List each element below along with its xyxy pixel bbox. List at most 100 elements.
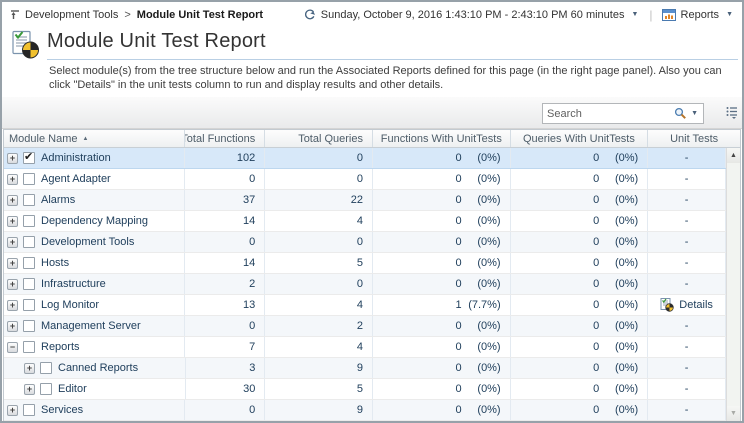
expand-button[interactable]: + [7, 404, 18, 416]
total-queries-cell: 5 [265, 253, 373, 273]
unittest-percent: (0%) [614, 320, 639, 332]
column-header-queries-with-unittests[interactable]: Queries With UnitTests [511, 130, 649, 147]
row-checkbox[interactable] [23, 341, 35, 353]
table-row-infrastructure[interactable]: + Infrastructure 2 0 0 (0%) 0 (0%) - [4, 274, 726, 295]
search-input[interactable] [543, 107, 675, 120]
sort-ascending-icon: ▲ [82, 135, 89, 142]
expand-button[interactable]: + [7, 236, 18, 248]
module-name-label: Reports [41, 341, 80, 353]
table-row-canned-reports[interactable]: + Canned Reports 3 9 0 (0%) 0 (0%) - [4, 358, 727, 379]
column-header-module-name[interactable]: Module Name ▲ [4, 130, 186, 147]
expand-button[interactable]: + [7, 215, 18, 227]
total-queries-cell: 0 [265, 148, 373, 168]
module-name-label: Services [41, 404, 84, 416]
unit-tests-cell: - [648, 316, 726, 336]
table-row-services[interactable]: + Services 0 9 0 (0%) 0 (0%) - [4, 400, 726, 421]
column-header-total-queries[interactable]: Total Queries [265, 130, 373, 147]
expand-button[interactable]: + [7, 173, 18, 185]
expand-button[interactable]: + [7, 320, 18, 332]
unittest-percent: (0%) [477, 320, 501, 332]
vertical-scrollbar[interactable]: ▲ ▼ [726, 148, 740, 421]
module-name-label: Dependency Mapping [41, 215, 149, 227]
table-row-reports[interactable]: − Reports 7 4 0 (0%) 0 (0%) - [4, 337, 726, 358]
no-unit-tests-dash: - [684, 215, 689, 227]
search-icon[interactable] [674, 107, 687, 120]
row-checkbox[interactable] [23, 194, 35, 206]
table-row-management-server[interactable]: + Management Server 0 2 0 (0%) 0 (0%) - [4, 316, 726, 337]
unittest-count: 0 [593, 236, 600, 248]
total-queries-cell: 4 [265, 295, 373, 315]
expand-button[interactable]: + [7, 152, 18, 164]
queries-with-unittests-cell: 0 (0%) [511, 316, 649, 336]
functions-with-unittests-cell: 0 (0%) [373, 316, 511, 336]
details-report-icon [660, 298, 674, 312]
functions-with-unittests-cell: 0 (0%) [373, 148, 511, 168]
column-header-functions-with-unittests[interactable]: Functions With UnitTests [373, 130, 511, 147]
row-checkbox[interactable] [23, 173, 35, 185]
expand-button[interactable]: + [24, 362, 35, 374]
table-row-hosts[interactable]: + Hosts 14 5 0 (0%) 0 (0%) - [4, 253, 726, 274]
unit-tests-cell: - [648, 358, 727, 378]
module-name-cell: + Development Tools [4, 232, 186, 252]
column-header-label: Total Queries [298, 132, 363, 145]
table-row-log-monitor[interactable]: + Log Monitor 13 4 1 (7.7%) 0 (0%) Details [4, 295, 726, 316]
row-checkbox[interactable]: ✔ [23, 151, 35, 164]
time-range-dropdown-icon[interactable]: ▼ [631, 11, 639, 18]
time-range-selector[interactable]: Sunday, October 9, 2016 1:43:10 PM - 2:4… [320, 8, 625, 21]
reports-menu[interactable]: Reports [680, 8, 720, 21]
unittest-count: 0 [593, 362, 600, 374]
module-name-label: Development Tools [41, 236, 135, 248]
expand-button[interactable]: + [7, 278, 18, 290]
expand-button[interactable]: + [7, 299, 18, 311]
grid-options-icon[interactable] [726, 106, 738, 119]
search-dropdown-icon[interactable]: ▼ [691, 110, 698, 117]
scroll-up-button[interactable]: ▲ [727, 148, 740, 163]
scroll-down-button[interactable]: ▼ [727, 406, 740, 421]
unittest-percent: (0%) [477, 404, 501, 416]
column-header-label: Module Name [9, 132, 78, 145]
unit-tests-cell: - [648, 274, 726, 294]
row-checkbox[interactable] [23, 404, 35, 416]
unittest-percent: (0%) [614, 194, 639, 206]
row-checkbox[interactable] [40, 383, 52, 395]
module-name-cell: − Reports [4, 337, 186, 357]
table-row-agent-adapter[interactable]: + Agent Adapter 0 0 0 (0%) 0 (0%) - [4, 169, 726, 190]
module-name-label: Management Server [41, 320, 141, 332]
row-checkbox[interactable] [40, 362, 52, 374]
breadcrumb-link-development-tools[interactable]: Development Tools [25, 8, 119, 21]
table-row-dependency-mapping[interactable]: + Dependency Mapping 14 4 0 (0%) 0 (0%) - [4, 211, 726, 232]
details-link[interactable]: Details [660, 298, 713, 312]
row-checkbox[interactable] [23, 257, 35, 269]
queries-with-unittests-cell: 0 (0%) [511, 148, 649, 168]
column-header-label: Unit Tests [670, 132, 719, 145]
row-checkbox[interactable] [23, 320, 35, 332]
unittest-percent: (0%) [614, 299, 639, 311]
unit-tests-cell: Details [648, 295, 726, 315]
expand-button[interactable]: + [24, 383, 35, 395]
queries-with-unittests-cell: 0 (0%) [511, 337, 649, 357]
navigate-up-icon[interactable] [9, 9, 21, 21]
total-queries-cell: 9 [265, 358, 374, 378]
grid-toolbar: ▼ [2, 97, 742, 129]
reports-dropdown-icon[interactable]: ▼ [726, 11, 733, 18]
expand-button[interactable]: + [7, 257, 18, 269]
functions-with-unittests-cell: 0 (0%) [373, 379, 511, 399]
total-queries-cell: 0 [265, 274, 373, 294]
unittest-percent: (0%) [614, 278, 639, 290]
table-row-alarms[interactable]: + Alarms 37 22 0 (0%) 0 (0%) - [4, 190, 726, 211]
unittest-percent: (0%) [615, 362, 639, 374]
collapse-button[interactable]: − [7, 341, 18, 353]
column-header-total-functions[interactable]: Total Functions [185, 130, 266, 147]
row-checkbox[interactable] [23, 215, 35, 227]
table-row-administration[interactable]: + ✔ Administration 102 0 0 (0%) 0 (0%) - [4, 148, 726, 169]
row-checkbox[interactable] [23, 278, 35, 290]
module-name-cell: + Management Server [4, 316, 186, 336]
unittest-percent: (0%) [477, 341, 501, 353]
expand-button[interactable]: + [7, 194, 18, 206]
table-row-development-tools[interactable]: + Development Tools 0 0 0 (0%) 0 (0%) - [4, 232, 726, 253]
column-header-unit-tests[interactable]: Unit Tests [648, 130, 740, 147]
table-row-editor[interactable]: + Editor 30 5 0 (0%) 0 (0%) - [4, 379, 727, 400]
unittest-count: 0 [455, 278, 462, 290]
row-checkbox[interactable] [23, 299, 35, 311]
row-checkbox[interactable] [23, 236, 35, 248]
